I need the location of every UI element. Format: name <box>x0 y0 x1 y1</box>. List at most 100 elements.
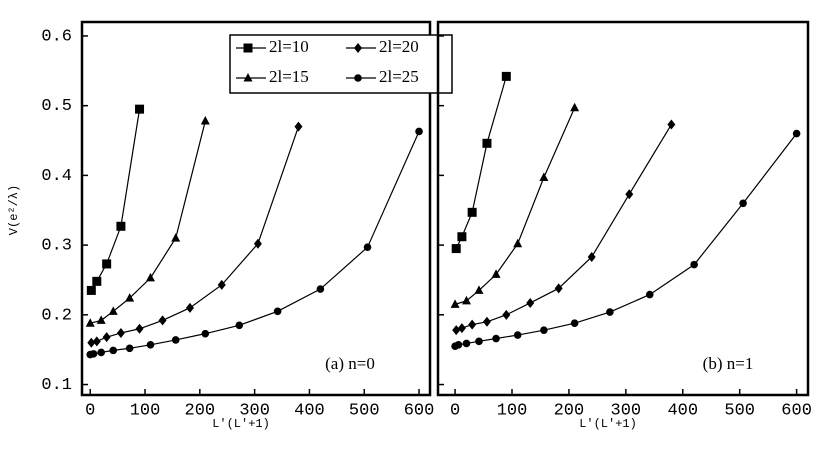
marker <box>739 199 747 208</box>
marker <box>294 121 303 132</box>
marker <box>457 232 467 242</box>
legend-label: 2l=20 <box>379 37 419 56</box>
marker <box>554 283 563 294</box>
marker <box>116 327 125 338</box>
panel-label: (a) n=0 <box>325 354 375 373</box>
legend-marker <box>354 43 362 53</box>
y-tick-label: 0.5 <box>41 97 72 116</box>
marker <box>667 119 676 130</box>
marker <box>450 299 460 308</box>
marker <box>492 334 500 343</box>
marker <box>96 315 106 324</box>
x-tick-label: 0 <box>450 401 460 420</box>
legend-label: 2l=15 <box>269 67 309 86</box>
marker <box>482 138 492 148</box>
y-tick-label: 0.1 <box>41 376 72 395</box>
series-line <box>90 120 206 324</box>
x-tick-label: 600 <box>781 401 812 420</box>
x-tick-label: 200 <box>185 401 216 420</box>
plot-frame <box>436 20 810 397</box>
series-line <box>91 126 300 344</box>
marker <box>87 337 96 348</box>
y-tick-label: 0.4 <box>41 167 72 186</box>
x-axis-label: L'(L'+1) <box>579 417 637 431</box>
marker <box>97 348 105 357</box>
legend-marker <box>354 74 362 82</box>
marker <box>587 251 596 262</box>
marker <box>363 243 372 251</box>
marker <box>462 339 471 348</box>
marker <box>454 341 463 349</box>
marker <box>108 306 118 315</box>
legend-box <box>229 34 453 94</box>
marker <box>89 350 98 358</box>
marker <box>451 244 461 254</box>
legend-label: 2l=10 <box>269 37 309 56</box>
marker <box>185 302 194 313</box>
marker <box>273 307 282 316</box>
y-axis-label: V(e²/λ) <box>7 185 21 235</box>
marker <box>201 329 210 338</box>
marker <box>253 238 262 249</box>
marker <box>452 325 461 336</box>
y-tick-label: 0.6 <box>41 27 72 46</box>
x-tick-label: 300 <box>611 401 642 420</box>
marker <box>116 221 126 231</box>
marker <box>235 321 244 330</box>
marker <box>526 297 535 308</box>
marker <box>539 172 549 181</box>
x-axis-label: L'(L'+1) <box>212 417 270 431</box>
marker <box>540 326 548 334</box>
x-tick-label: 400 <box>294 401 325 420</box>
x-tick-label: 400 <box>667 401 698 420</box>
marker <box>125 293 135 302</box>
series-line <box>455 76 507 249</box>
marker <box>109 346 118 355</box>
marker <box>461 295 471 305</box>
plot-frame <box>80 20 432 397</box>
marker <box>645 290 654 299</box>
marker <box>501 71 511 81</box>
marker <box>792 129 801 138</box>
marker <box>135 323 144 334</box>
marker <box>467 207 477 217</box>
x-tick-label: 200 <box>554 401 585 420</box>
marker <box>475 337 483 346</box>
legend-label: 2l=25 <box>379 67 419 86</box>
marker <box>217 279 226 290</box>
x-tick-label: 100 <box>130 401 161 420</box>
marker <box>415 127 423 136</box>
x-tick-label: 500 <box>724 401 755 420</box>
marker <box>171 233 181 242</box>
x-tick-label: 100 <box>497 401 528 420</box>
marker <box>125 344 134 353</box>
marker <box>606 308 614 316</box>
y-tick-label: 0.2 <box>41 306 72 325</box>
marker <box>171 336 180 344</box>
marker <box>457 323 466 334</box>
marker <box>200 116 210 125</box>
series-line <box>456 124 672 331</box>
marker <box>92 276 102 286</box>
marker <box>570 319 579 327</box>
marker <box>92 336 101 347</box>
marker <box>135 104 145 114</box>
marker <box>482 316 491 327</box>
x-tick-label: 300 <box>239 401 270 420</box>
y-tick-label: 0.3 <box>41 237 72 256</box>
marker <box>146 341 155 349</box>
marker <box>491 269 501 278</box>
x-tick-label: 0 <box>85 401 95 420</box>
marker <box>468 319 477 330</box>
marker <box>85 318 95 327</box>
marker <box>102 259 112 269</box>
marker <box>690 260 698 269</box>
legend-marker <box>243 73 253 82</box>
x-tick-label: 600 <box>404 401 435 420</box>
marker <box>102 332 111 343</box>
marker <box>158 315 167 326</box>
panel-label: (b) n=1 <box>703 354 754 373</box>
marker <box>474 285 484 294</box>
marker <box>625 189 634 200</box>
